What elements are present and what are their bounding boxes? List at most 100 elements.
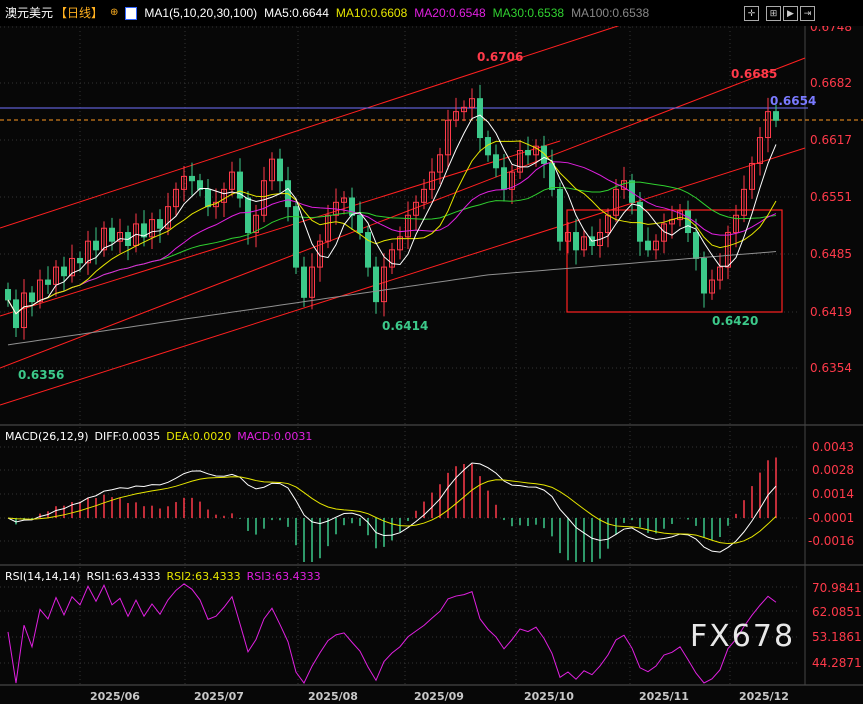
candle-down [45, 279, 51, 285]
candle-up [229, 171, 235, 190]
rsi-panel [7, 583, 777, 684]
candle-up [709, 279, 715, 294]
candle-up [53, 266, 59, 285]
macd-diff-line [7, 462, 777, 553]
candle-up [21, 292, 27, 329]
candle-down [477, 98, 483, 139]
candle-up [69, 257, 75, 277]
header-row: 澳元美元 【日线】 ⊕ MA1(5,10,20,30,100) MA5:0.66… [5, 6, 649, 20]
rsi-axis: 70.9841 62.0851 53.1861 44.2871 [812, 581, 862, 670]
ma20-line [7, 161, 777, 315]
candle-up [445, 119, 451, 156]
low-label-3: 0.6420 [712, 314, 758, 328]
candle-down [557, 188, 563, 242]
date-tick: 2025/12 [739, 690, 789, 703]
candle-down [77, 257, 83, 264]
crosshair-button[interactable]: ✛ [744, 6, 759, 21]
candle-down [197, 180, 203, 190]
candle-down [301, 266, 307, 298]
price-tick: 0.6682 [810, 76, 852, 90]
indicator-icon[interactable] [125, 6, 138, 20]
candle-down [693, 232, 699, 259]
candle-up [101, 227, 107, 251]
end-button[interactable]: ⇥ [800, 6, 815, 21]
candle-up [405, 214, 411, 238]
ma30-value: MA30:0.6538 [492, 6, 565, 20]
rsi-tick: 53.1861 [812, 630, 862, 644]
ma5-value: MA5:0.6644 [264, 6, 329, 20]
candle-down [373, 266, 379, 303]
watermark: FX678 [690, 619, 795, 654]
candles [5, 84, 779, 340]
candle-down [549, 162, 555, 190]
candle-up [725, 232, 731, 268]
candle-down [109, 227, 115, 242]
candle-up [621, 180, 627, 190]
candle-up [717, 266, 723, 281]
zoom-button[interactable]: ⊞ [766, 6, 781, 21]
high-label-2: 0.6685 [731, 67, 777, 81]
candle-down [525, 150, 531, 156]
candle-up [253, 214, 259, 234]
candle-up [613, 188, 619, 216]
grid [0, 26, 863, 686]
candle-up [565, 232, 571, 242]
date-tick: 2025/06 [90, 690, 140, 703]
candle-up [221, 188, 227, 203]
channel-upper [0, 21, 631, 229]
ma10-line [7, 140, 777, 315]
candle-up [461, 106, 467, 113]
candle-up [533, 145, 539, 156]
macd-dea: DEA:0.0020 [166, 430, 232, 443]
candle-down [645, 240, 651, 251]
macd-value: MACD:0.0031 [237, 430, 313, 443]
consolidation-box [566, 209, 783, 313]
macd-tick: 0.0028 [812, 463, 854, 477]
period-label[interactable]: 【日线】 [55, 6, 104, 20]
current-price-label: 0.6654 [770, 94, 816, 108]
candle-down [541, 145, 547, 164]
rsi2-value: RSI2:63.4333 [166, 570, 241, 583]
candle-up [165, 206, 171, 229]
rsi-header: RSI(14,14,14) RSI1:63.4333 RSI2:63.4333 RSI… [5, 570, 327, 583]
play-button[interactable]: ▶ [783, 6, 798, 21]
price-tick: 0.6485 [810, 247, 852, 261]
candle-up [149, 219, 155, 238]
candle-up [389, 249, 395, 268]
macd-panel [7, 457, 777, 562]
candle-up [749, 162, 755, 190]
candle-up [757, 137, 763, 164]
ma100-line [7, 251, 777, 346]
candle-up [325, 214, 331, 242]
price-axis: 0.6748 0.6682 0.6617 0.6551 0.6485 0.641… [810, 20, 852, 375]
candle-up [741, 188, 747, 216]
candle-down [365, 232, 371, 268]
rsi-line [7, 583, 777, 684]
candle-down [701, 257, 707, 294]
candle-down [61, 266, 67, 277]
symbol-name[interactable]: 澳元美元 [5, 6, 54, 20]
macd-tick: -0.0016 [808, 534, 854, 548]
candle-up [509, 171, 515, 190]
settings-icon[interactable]: ⊕ [110, 7, 119, 18]
macd-title: MACD(26,12,9) [5, 430, 89, 443]
date-tick: 2025/08 [308, 690, 358, 703]
ma20-value: MA20:0.6548 [414, 6, 486, 20]
price-tick: 0.6419 [810, 305, 852, 319]
channel-lower [0, 147, 806, 406]
candle-up [397, 236, 403, 251]
date-tick: 2025/10 [524, 690, 574, 703]
candle-up [677, 210, 683, 221]
candle-up [581, 236, 587, 251]
ma10-value: MA10:0.6608 [335, 6, 408, 20]
candle-down [357, 214, 363, 234]
candle-down [141, 223, 147, 238]
candle-down [501, 167, 507, 190]
candle-up [429, 171, 435, 190]
channel-lines [0, 21, 863, 406]
moving-averages [7, 114, 777, 346]
candle-up [173, 188, 179, 208]
candle-up [261, 180, 267, 216]
candle-up [421, 188, 427, 203]
